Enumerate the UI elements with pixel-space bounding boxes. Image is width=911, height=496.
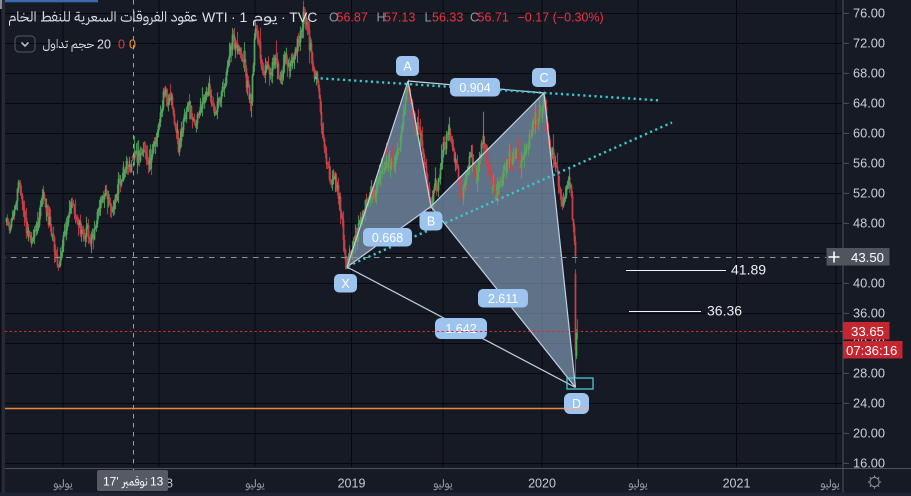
svg-text:2020: 2020 — [528, 477, 556, 491]
svg-text:60.00: 60.00 — [853, 126, 885, 141]
svg-text:· 1: · 1 — [231, 9, 248, 25]
svg-text:0: 0 — [118, 38, 125, 52]
svg-text:76.00: 76.00 — [853, 6, 885, 21]
svg-text:D: D — [572, 397, 581, 411]
svg-text:28.00: 28.00 — [853, 366, 885, 381]
svg-text:36.36: 36.36 — [707, 303, 742, 319]
svg-text:56.87: 56.87 — [337, 11, 368, 25]
svg-text:56.71: 56.71 — [478, 11, 509, 25]
svg-text:2.611: 2.611 — [488, 292, 518, 306]
svg-text:64.00: 64.00 — [853, 96, 885, 111]
svg-text:48.00: 48.00 — [853, 216, 885, 231]
svg-text:· TVC: · TVC — [281, 9, 317, 25]
svg-text:0.668: 0.668 — [372, 231, 403, 245]
svg-text:B: B — [427, 215, 435, 229]
svg-text:41.89: 41.89 — [731, 262, 766, 278]
svg-text:07:36:16: 07:36:16 — [846, 343, 897, 358]
svg-text:−0.17 (−0.30%): −0.17 (−0.30%) — [518, 11, 604, 25]
svg-text:16.00: 16.00 — [853, 456, 885, 471]
svg-text:A: A — [403, 60, 412, 74]
svg-text:L: L — [425, 11, 432, 25]
svg-text:52.00: 52.00 — [853, 186, 885, 201]
svg-text:C: C — [470, 11, 479, 25]
svg-text:40.00: 40.00 — [853, 276, 885, 291]
svg-text:20: 20 — [97, 38, 111, 52]
svg-text:0.904: 0.904 — [459, 81, 490, 95]
svg-text:O: O — [329, 11, 339, 25]
svg-text:13: 13 — [150, 475, 164, 489]
svg-text:43.50: 43.50 — [851, 250, 884, 265]
svg-text:1.642: 1.642 — [445, 322, 476, 336]
svg-text:57.13: 57.13 — [384, 11, 415, 25]
svg-text:X: X — [341, 277, 350, 291]
svg-text:17': 17' — [103, 475, 119, 489]
svg-text:72.00: 72.00 — [853, 36, 885, 51]
svg-text:56.00: 56.00 — [853, 156, 885, 171]
svg-text:2021: 2021 — [723, 477, 751, 491]
svg-text:24.00: 24.00 — [853, 396, 885, 411]
svg-text:56.33: 56.33 — [432, 11, 463, 25]
svg-text:2019: 2019 — [338, 477, 366, 491]
svg-text:20.00: 20.00 — [853, 426, 885, 441]
svg-text:0: 0 — [129, 38, 136, 52]
svg-text:C: C — [539, 71, 548, 85]
svg-text:33.65: 33.65 — [851, 324, 884, 339]
svg-text:68.00: 68.00 — [853, 66, 885, 81]
svg-text:36.00: 36.00 — [853, 306, 885, 321]
svg-text:H: H — [377, 11, 386, 25]
svg-text:WTI: WTI — [202, 9, 228, 25]
